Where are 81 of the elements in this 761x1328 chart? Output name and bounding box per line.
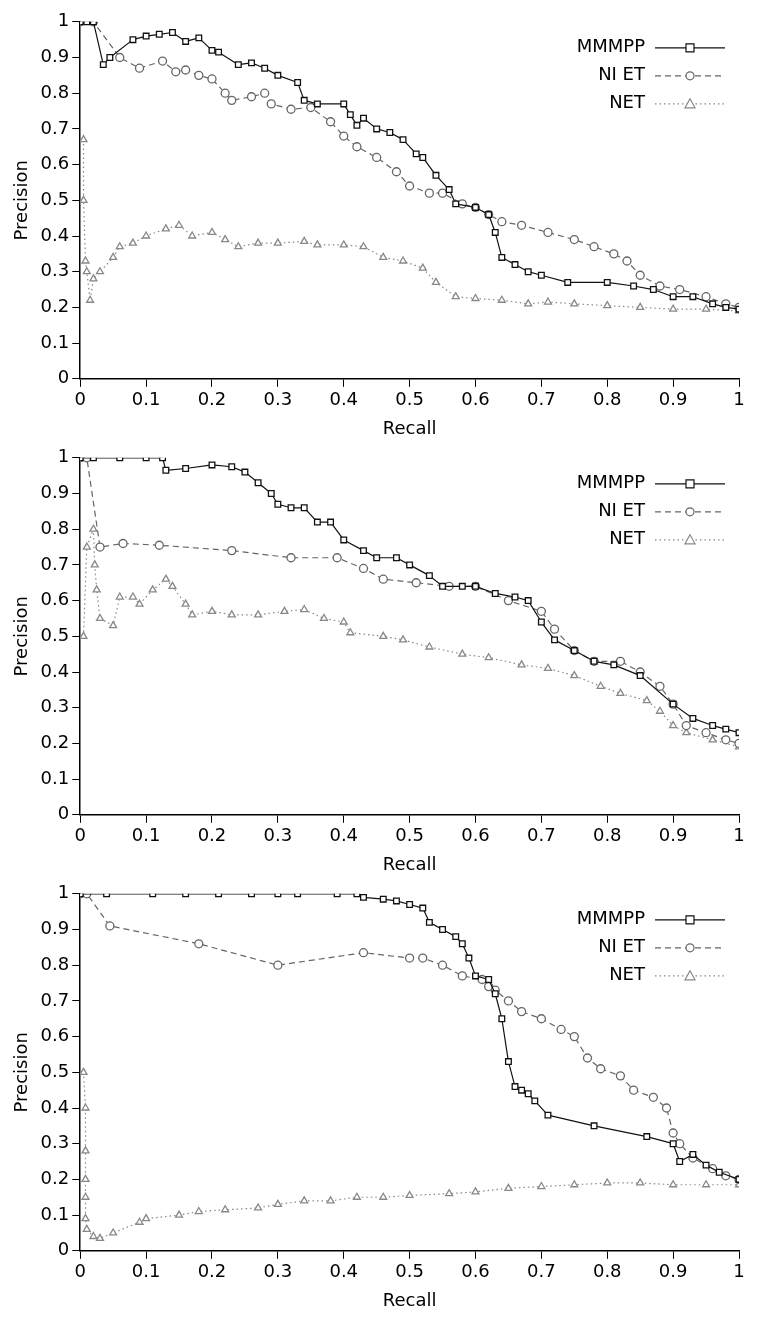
- y-axis-title: Precision: [10, 596, 32, 677]
- y-tick-label: 0.5: [40, 187, 70, 209]
- x-tick-label: 0: [74, 388, 86, 410]
- legend-label: NI ET: [598, 499, 646, 521]
- x-tick-label: 0.8: [592, 824, 622, 846]
- y-tick-label: 0.4: [40, 659, 70, 681]
- y-tick-label: 1: [57, 9, 70, 31]
- x-tick-label: 0.5: [395, 824, 424, 846]
- y-tick-label: 0.9: [40, 917, 70, 939]
- x-tick-label: 0.5: [395, 1260, 424, 1282]
- x-axis-title: Recall: [382, 416, 437, 438]
- y-tick-label: 0.8: [40, 80, 70, 102]
- x-tick-label: 0: [74, 824, 86, 846]
- x-tick-label: 0.1: [131, 1260, 161, 1282]
- y-axis-title: Precision: [10, 160, 32, 241]
- legend-label: NI ET: [598, 63, 646, 85]
- x-tick-label: 0: [74, 1260, 86, 1282]
- legend-label: MMMPP: [576, 907, 646, 929]
- y-tick-label: 0.6: [40, 588, 70, 610]
- x-tick-label: 0.6: [461, 824, 490, 846]
- x-tick-label: 0.2: [197, 824, 227, 846]
- x-tick-label: 1: [733, 1260, 745, 1282]
- y-tick-label: 0.4: [40, 223, 70, 245]
- x-tick-label: 0.8: [592, 388, 622, 410]
- legend-label: MMMPP: [576, 35, 646, 57]
- y-tick-label: 0.6: [40, 1024, 70, 1046]
- x-tick-label: 0.4: [329, 388, 359, 410]
- legend-label: NET: [609, 963, 646, 985]
- legend-label: NI ET: [598, 935, 646, 957]
- x-tick-label: 0.2: [197, 388, 227, 410]
- x-tick-label: 0.1: [131, 824, 161, 846]
- y-tick-label: 0: [57, 802, 70, 824]
- x-tick-label: 0.5: [395, 388, 424, 410]
- x-tick-label: 0.8: [592, 1260, 622, 1282]
- x-tick-label: 1: [733, 824, 745, 846]
- y-tick-label: 0: [57, 1238, 70, 1260]
- y-tick-label: 0.2: [40, 1167, 70, 1189]
- y-axis-title: Precision: [10, 1032, 32, 1113]
- y-tick-label: 0: [57, 366, 70, 388]
- x-tick-label: 0.4: [329, 1260, 359, 1282]
- legend-label: MMMPP: [576, 471, 646, 493]
- y-tick-label: 1: [57, 881, 70, 903]
- x-tick-label: 0.7: [527, 824, 556, 846]
- y-tick-label: 0.4: [40, 1095, 70, 1117]
- y-tick-label: 0.5: [40, 1059, 70, 1081]
- x-tick-label: 1: [733, 388, 745, 410]
- y-tick-label: 0.3: [40, 695, 70, 717]
- x-tick-label: 0.9: [658, 388, 688, 410]
- x-tick-label: 0.3: [263, 824, 293, 846]
- y-tick-label: 0.8: [40, 952, 70, 974]
- x-tick-label: 0.6: [461, 388, 490, 410]
- x-tick-label: 0.1: [131, 388, 161, 410]
- legend-label: NET: [609, 527, 646, 549]
- y-tick-label: 0.7: [40, 116, 70, 138]
- x-tick-label: 0.9: [658, 1260, 688, 1282]
- y-tick-label: 0.9: [40, 45, 70, 67]
- y-tick-label: 0.2: [40, 731, 70, 753]
- x-tick-label: 0.3: [263, 1260, 293, 1282]
- x-tick-label: 0.6: [461, 1260, 490, 1282]
- y-tick-label: 0.1: [40, 1202, 70, 1224]
- x-axis-title: Recall: [382, 852, 437, 874]
- y-tick-label: 0.2: [40, 295, 70, 317]
- y-tick-label: 0.6: [40, 152, 70, 174]
- y-tick-label: 0.7: [40, 552, 70, 574]
- x-tick-label: 0.2: [197, 1260, 227, 1282]
- x-tick-label: 0.7: [527, 1260, 556, 1282]
- legend-label: NET: [609, 91, 646, 113]
- x-axis-title: Recall: [382, 1288, 437, 1310]
- y-tick-label: 0.9: [40, 481, 70, 503]
- y-tick-label: 0.3: [40, 259, 70, 281]
- y-tick-label: 0.1: [40, 766, 70, 788]
- y-tick-label: 0.8: [40, 516, 70, 538]
- x-tick-label: 0.4: [329, 824, 359, 846]
- x-tick-label: 0.9: [658, 824, 688, 846]
- y-tick-label: 0.5: [40, 623, 70, 645]
- x-tick-label: 0.7: [527, 388, 556, 410]
- y-tick-label: 1: [57, 445, 70, 467]
- y-tick-label: 0.1: [40, 330, 70, 352]
- y-tick-label: 0.3: [40, 1131, 70, 1153]
- x-tick-label: 0.3: [263, 388, 293, 410]
- y-tick-label: 0.7: [40, 988, 70, 1010]
